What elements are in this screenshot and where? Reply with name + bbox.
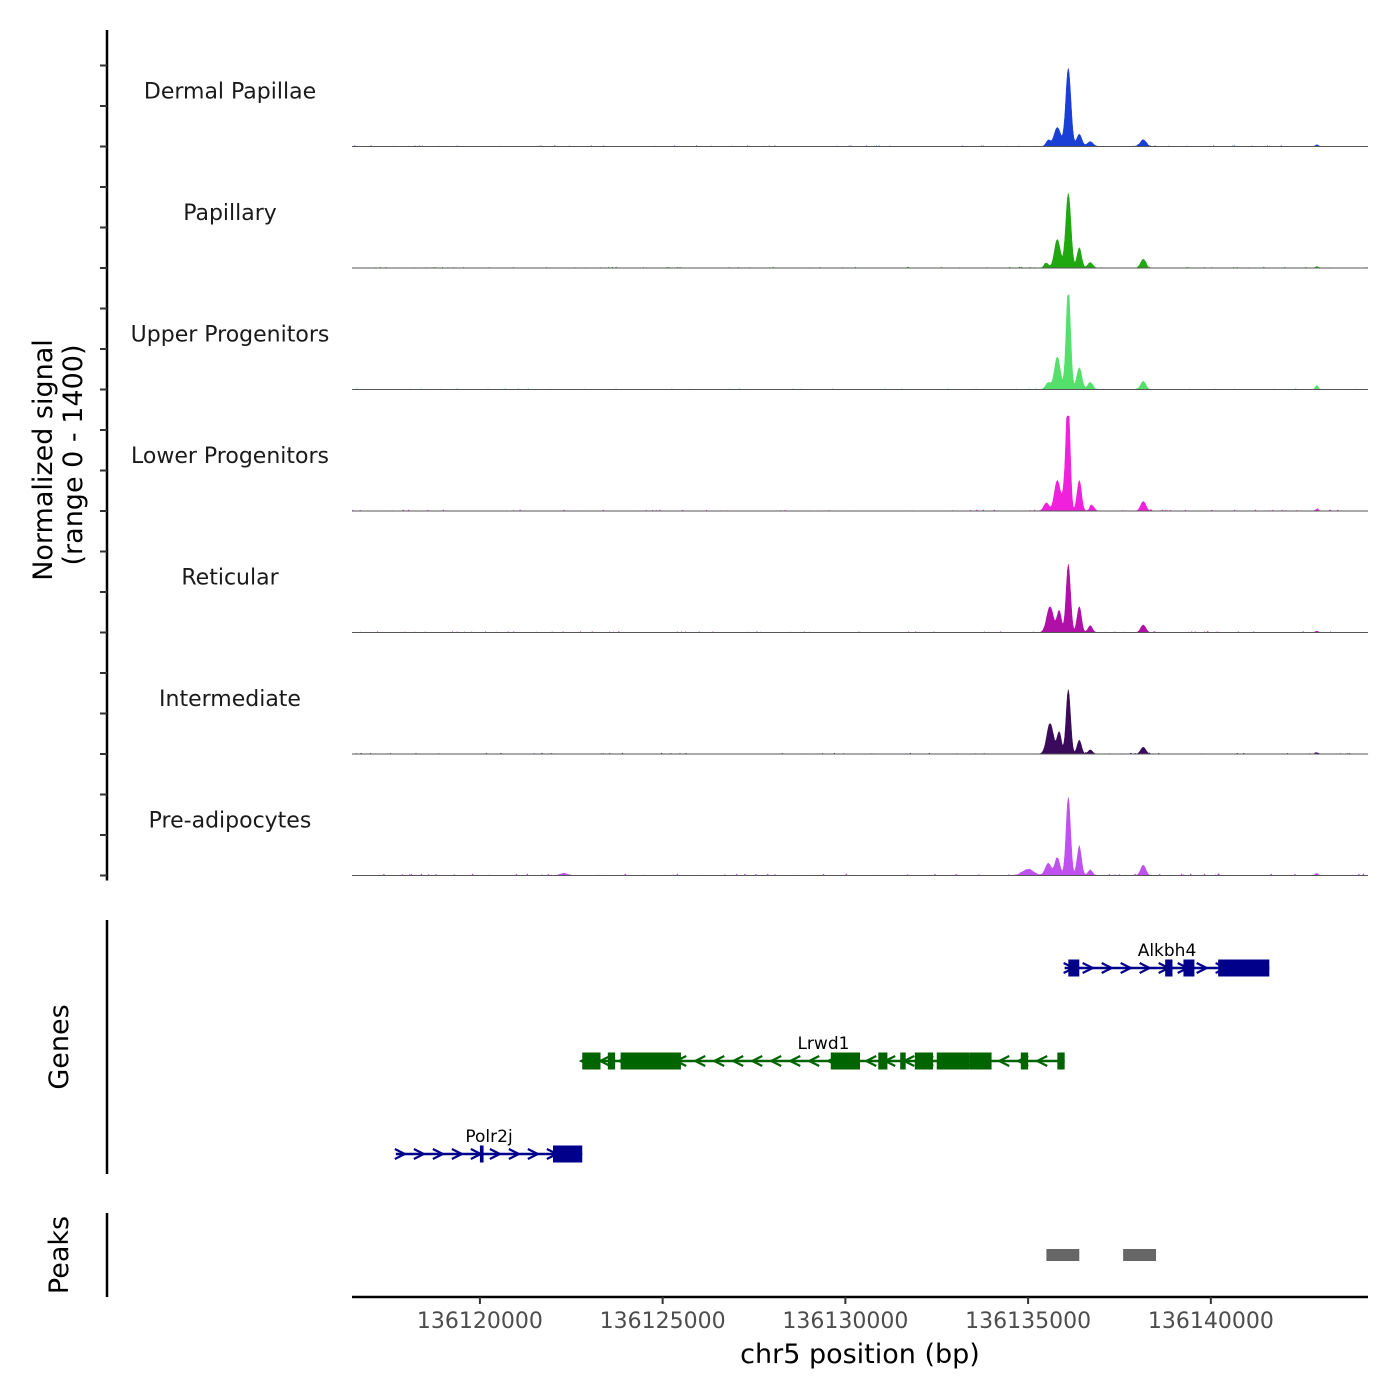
signal-track: Intermediate bbox=[159, 687, 1369, 755]
signal-track: Lower Progenitors bbox=[131, 415, 1369, 512]
track-label: Papillary bbox=[183, 201, 277, 226]
gene-label: Polr2j bbox=[465, 1127, 512, 1147]
strand-arrow bbox=[730, 1055, 744, 1067]
gene-exon bbox=[969, 1052, 992, 1070]
strand-arrow bbox=[489, 1148, 503, 1160]
strand-arrow bbox=[527, 1148, 541, 1160]
strand-arrow bbox=[432, 1148, 446, 1160]
strand-arrow bbox=[1120, 962, 1134, 974]
strand-arrow bbox=[508, 1148, 522, 1160]
strand-arrow bbox=[863, 1055, 877, 1067]
signal-track: Dermal Papillae bbox=[144, 68, 1369, 147]
signal-area bbox=[351, 564, 1369, 633]
peak-track bbox=[105, 1213, 1157, 1297]
gene-exon bbox=[1068, 959, 1080, 977]
gene-track: Alkbh4 Lrwd1 Polr2j bbox=[105, 920, 1270, 1174]
signal-area bbox=[351, 193, 1369, 269]
strand-arrow bbox=[806, 1055, 820, 1067]
track-label: Intermediate bbox=[159, 687, 301, 712]
track-label: Pre-adipocytes bbox=[149, 809, 312, 834]
x-axis: 136120000 136125000 136130000 136135000 1361… bbox=[352, 1295, 1368, 1334]
gene-exon bbox=[936, 1052, 970, 1070]
strand-arrow bbox=[1101, 962, 1115, 974]
peak-region bbox=[1123, 1249, 1157, 1261]
x-tick-label: 136135000 bbox=[965, 1309, 1091, 1334]
gene-exon bbox=[914, 1052, 934, 1070]
gene-exon bbox=[878, 1052, 888, 1070]
y-axis-title: Normalized signal bbox=[28, 339, 59, 581]
strand-arrow bbox=[768, 1055, 782, 1067]
gene-exon bbox=[553, 1145, 583, 1163]
track-label: Reticular bbox=[181, 566, 279, 591]
track-label: Upper Progenitors bbox=[131, 323, 330, 348]
signal-tracks: Dermal Papillae Papillary Upper Progenitor… bbox=[131, 68, 1369, 876]
strand-arrow bbox=[1139, 962, 1153, 974]
signal-track: Upper Progenitors bbox=[131, 294, 1368, 390]
track-label: Dermal Papillae bbox=[144, 80, 316, 105]
strand-arrow bbox=[787, 1055, 801, 1067]
strand-arrow bbox=[394, 1148, 408, 1160]
gene-label: Alkbh4 bbox=[1138, 941, 1197, 961]
gene-exon bbox=[1020, 1052, 1029, 1070]
signal-track: Pre-adipocytes bbox=[149, 797, 1369, 876]
y-axis-range-label: (range 0 - 1400) bbox=[58, 345, 89, 566]
signal-track: Papillary bbox=[183, 193, 1369, 269]
gene-exon bbox=[620, 1052, 681, 1070]
strand-arrow bbox=[692, 1055, 706, 1067]
strand-arrow bbox=[1082, 962, 1096, 974]
signal-area bbox=[351, 68, 1369, 147]
gene-exon bbox=[830, 1052, 860, 1070]
gene-exon bbox=[1057, 1052, 1065, 1070]
gene-exon bbox=[582, 1052, 601, 1070]
peak-region bbox=[1046, 1249, 1080, 1261]
gene-exon bbox=[1218, 959, 1270, 977]
genes-track-label: Genes bbox=[44, 1004, 75, 1089]
strand-arrow bbox=[451, 1148, 465, 1160]
x-tick-label: 136125000 bbox=[600, 1309, 726, 1334]
signal-area bbox=[351, 689, 1369, 755]
strand-arrow bbox=[1034, 1055, 1048, 1067]
strand-arrow bbox=[413, 1148, 427, 1160]
x-tick-label: 136140000 bbox=[1148, 1309, 1274, 1334]
track-label: Lower Progenitors bbox=[131, 444, 329, 469]
gene-model: Alkbh4 bbox=[1063, 941, 1270, 977]
gene-exon bbox=[1165, 959, 1173, 977]
gene-exon bbox=[479, 1145, 484, 1163]
x-axis-title: chr5 position (bp) bbox=[740, 1339, 980, 1370]
strand-arrow bbox=[749, 1055, 763, 1067]
gene-model: Lrwd1 bbox=[578, 1034, 1065, 1070]
strand-arrow bbox=[711, 1055, 725, 1067]
signal-area bbox=[351, 294, 1368, 390]
gene-label: Lrwd1 bbox=[797, 1034, 849, 1054]
x-tick-label: 136130000 bbox=[782, 1309, 908, 1334]
peaks-track-label: Peaks bbox=[44, 1216, 75, 1294]
strand-arrow bbox=[996, 1055, 1010, 1067]
strand-arrow bbox=[1196, 962, 1210, 974]
signal-area bbox=[351, 415, 1369, 512]
gene-model: Polr2j bbox=[394, 1127, 583, 1163]
gene-exon bbox=[900, 1052, 906, 1070]
signal-y-axis bbox=[100, 30, 109, 881]
gene-exon bbox=[607, 1052, 616, 1070]
x-tick-label: 136120000 bbox=[417, 1309, 543, 1334]
signal-area bbox=[351, 797, 1369, 876]
signal-track: Reticular bbox=[181, 564, 1369, 633]
gene-exon bbox=[1183, 959, 1195, 977]
